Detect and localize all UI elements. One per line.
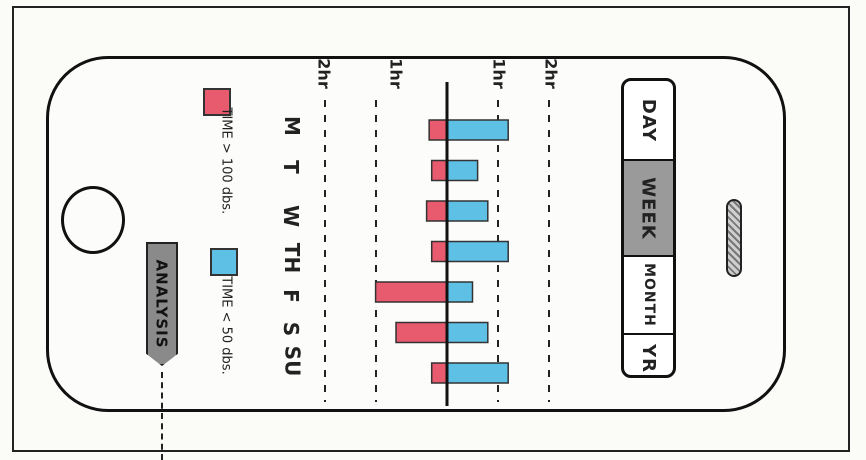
legend-swatch-quiet [210, 248, 238, 276]
tab-month[interactable]: MONTH [624, 257, 673, 335]
bar-loud-th [430, 240, 448, 263]
bar-quiet-m [446, 119, 509, 141]
bar-quiet-th [446, 240, 509, 263]
speaker-grille [726, 199, 742, 277]
period-tabs: DAY WEEK MONTH YR [621, 78, 676, 378]
scale-label-left-2hr: 2hr [314, 58, 334, 89]
analysis-link-line [161, 372, 163, 460]
bar-quiet-s [446, 321, 489, 344]
day-label-f: F [278, 289, 303, 303]
legend-swatch-loud [203, 88, 231, 116]
analysis-button[interactable]: ANALYSIS [146, 242, 178, 366]
tab-day[interactable]: DAY [624, 81, 673, 161]
bar-quiet-t [446, 159, 479, 182]
sketch-frame [12, 6, 850, 452]
bar-loud-su [430, 362, 448, 384]
bar-loud-w [425, 200, 448, 222]
bar-loud-m [428, 119, 448, 141]
bar-loud-s [395, 321, 448, 344]
scale-label-right-2hr: 2hr [541, 58, 561, 89]
scale-label-left-1hr: 1hr [386, 58, 406, 89]
legend-label-loud: TIME > 100 dbs. [218, 107, 234, 215]
day-label-t: T [278, 160, 303, 174]
bar-quiet-su [446, 362, 509, 384]
bar-loud-t [430, 159, 448, 182]
analysis-button-label: ANALYSIS [153, 259, 172, 349]
day-label-s: S [279, 321, 304, 337]
day-label-m: M [279, 116, 304, 136]
bar-loud-f [374, 281, 448, 303]
bar-quiet-w [446, 200, 489, 222]
legend-label-quiet: TIME < 50 dbs. [218, 276, 234, 375]
day-label-su: SU [280, 345, 305, 377]
scale-label-right-1hr: 1hr [489, 58, 509, 89]
tab-week[interactable]: WEEK [624, 161, 673, 257]
bar-quiet-f [446, 281, 474, 303]
day-label-th: TH [280, 242, 305, 274]
home-button[interactable] [61, 186, 125, 254]
day-label-w: W [279, 204, 304, 228]
